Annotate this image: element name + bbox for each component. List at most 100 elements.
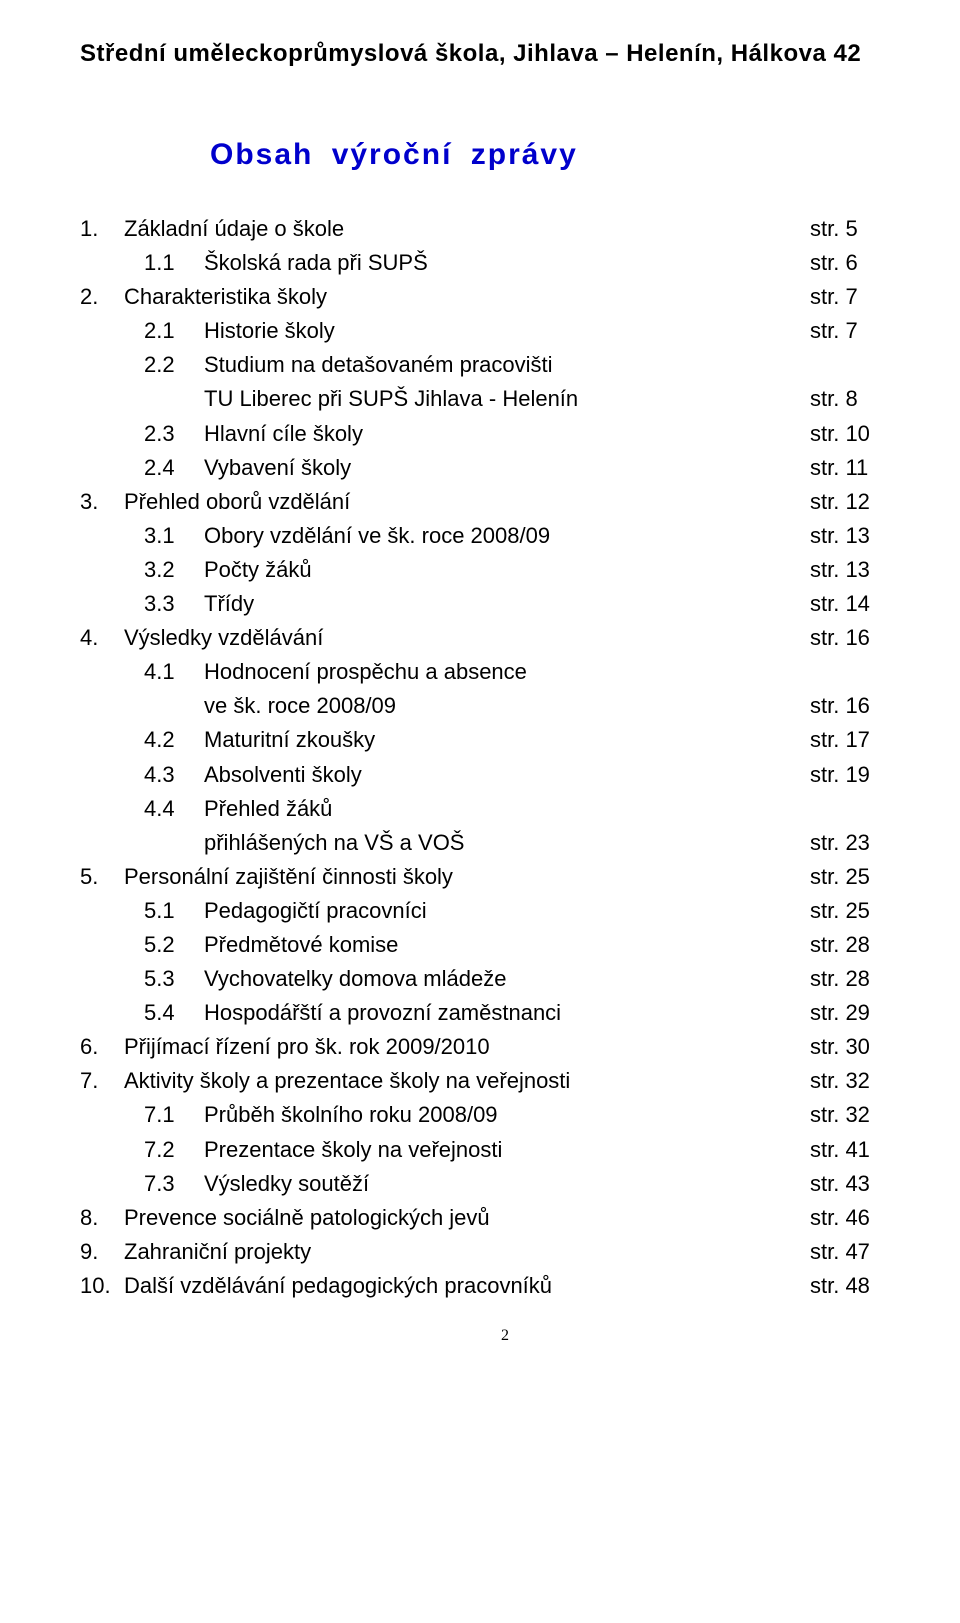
toc-page-ref: str. 28 bbox=[790, 928, 930, 962]
toc-text: Personální zajištění činnosti školy bbox=[124, 860, 453, 894]
toc-page-ref: str. 29 bbox=[790, 996, 930, 1030]
toc-page-ref: str. 10 bbox=[790, 417, 930, 451]
toc-page-ref: str. 47 bbox=[790, 1235, 930, 1269]
toc-row: 8.Prevence sociálně patologických jevůst… bbox=[80, 1201, 930, 1235]
toc-text: Vychovatelky domova mládeže bbox=[204, 962, 506, 996]
toc-number: 3.1 bbox=[144, 519, 204, 553]
toc-row: 4.4Přehled žáků bbox=[144, 792, 930, 826]
toc-row: 5.Personální zajištění činnosti školystr… bbox=[80, 860, 930, 894]
toc-page-ref: str. 30 bbox=[790, 1030, 930, 1064]
toc-number: 10. bbox=[80, 1269, 124, 1303]
toc-text: Průběh školního roku 2008/09 bbox=[204, 1098, 498, 1132]
toc-row: 3.3Třídy str. 14 bbox=[144, 587, 930, 621]
toc-page-ref: str. 7 bbox=[790, 314, 930, 348]
toc-text: Hlavní cíle školy bbox=[204, 417, 363, 451]
toc-row: 4.2Maturitní zkoušky str. 17 bbox=[144, 723, 930, 757]
toc-number: 2.3 bbox=[144, 417, 204, 451]
toc-row: 5.1Pedagogičtí pracovníci str. 25 bbox=[144, 894, 930, 928]
toc-row: TU Liberec při SUPŠ Jihlava - Helenín str… bbox=[144, 382, 930, 416]
toc-page-ref: str. 8 bbox=[790, 382, 930, 416]
toc-number: 9. bbox=[80, 1235, 124, 1269]
toc-page-ref: str. 28 bbox=[790, 962, 930, 996]
toc-row: 4.Výsledky vzdělávánístr. 16 bbox=[80, 621, 930, 655]
toc-page-ref: str. 13 bbox=[790, 553, 930, 587]
toc-page-ref: str. 32 bbox=[790, 1098, 930, 1132]
toc-page-ref: str. 23 bbox=[790, 826, 930, 860]
table-of-contents: 1.Základní údaje o školestr. 51.1Školská… bbox=[80, 212, 930, 1303]
toc-row: 3.1Obory vzdělání ve šk. roce 2008/09str… bbox=[144, 519, 930, 553]
toc-row: 6.Přijímací řízení pro šk. rok 2009/2010… bbox=[80, 1030, 930, 1064]
toc-text: Hodnocení prospěchu a absence bbox=[204, 655, 527, 689]
toc-text: Hospodářští a provozní zaměstnanci bbox=[204, 996, 561, 1030]
toc-row: 7.2Prezentace školy na veřejnosti str. 41 bbox=[144, 1133, 930, 1167]
toc-row: 2.4Vybavení školy str. 11 bbox=[144, 451, 930, 485]
footer-page-number: 2 bbox=[80, 1327, 930, 1345]
toc-row: 7.3Výsledky soutěžístr. 43 bbox=[144, 1167, 930, 1201]
toc-text: Pedagogičtí pracovníci bbox=[204, 894, 427, 928]
toc-page-ref: str. 16 bbox=[790, 689, 930, 723]
toc-row: 7.1Průběh školního roku 2008/09 str. 32 bbox=[144, 1098, 930, 1132]
toc-number: 2.4 bbox=[144, 451, 204, 485]
toc-row: 2.Charakteristika školystr. 7 bbox=[80, 280, 930, 314]
toc-text: Charakteristika školy bbox=[124, 280, 327, 314]
toc-text: Přehled žáků bbox=[204, 792, 332, 826]
toc-page-ref: str. 13 bbox=[790, 519, 930, 553]
toc-page-ref: str. 12 bbox=[790, 485, 930, 519]
toc-text: Prevence sociálně patologických jevů bbox=[124, 1201, 490, 1235]
toc-number: 2.1 bbox=[144, 314, 204, 348]
toc-row: přihlášených na VŠ a VOŠ str. 23 bbox=[144, 826, 930, 860]
toc-text: Maturitní zkoušky bbox=[204, 723, 375, 757]
toc-row: 3.2Počty žákůstr. 13 bbox=[144, 553, 930, 587]
page-header: Střední uměleckoprůmyslová škola, Jihlav… bbox=[80, 40, 930, 68]
toc-row: 1.1Školská rada při SUPŠ str. 6 bbox=[144, 246, 930, 280]
toc-text: Předmětové komise bbox=[204, 928, 398, 962]
toc-page-ref: str. 41 bbox=[790, 1133, 930, 1167]
toc-row: 5.3Vychovatelky domova mládežestr. 28 bbox=[144, 962, 930, 996]
toc-text: ve šk. roce 2008/09 bbox=[204, 689, 396, 723]
toc-number: 4.3 bbox=[144, 758, 204, 792]
toc-number: 4.2 bbox=[144, 723, 204, 757]
toc-number: 7.2 bbox=[144, 1133, 204, 1167]
toc-page-ref: str. 11 bbox=[790, 451, 930, 485]
page-container: Střední uměleckoprůmyslová škola, Jihlav… bbox=[0, 0, 960, 1623]
toc-row: 4.1Hodnocení prospěchu a absence bbox=[144, 655, 930, 689]
toc-page-ref: str. 6 bbox=[790, 246, 930, 280]
toc-page-ref: str. 25 bbox=[790, 894, 930, 928]
toc-text: TU Liberec při SUPŠ Jihlava - Helenín bbox=[204, 382, 578, 416]
toc-row: 10.Další vzdělávání pedagogických pracov… bbox=[80, 1269, 930, 1303]
toc-number: 5.2 bbox=[144, 928, 204, 962]
toc-number: 5.4 bbox=[144, 996, 204, 1030]
toc-text: Další vzdělávání pedagogických pracovník… bbox=[124, 1269, 552, 1303]
toc-page-ref: str. 14 bbox=[790, 587, 930, 621]
toc-text: Počty žáků bbox=[204, 553, 312, 587]
toc-page-ref: str. 17 bbox=[790, 723, 930, 757]
toc-row: ve šk. roce 2008/09 str. 16 bbox=[144, 689, 930, 723]
toc-page-ref: str. 19 bbox=[790, 758, 930, 792]
toc-number: 1. bbox=[80, 212, 124, 246]
toc-text: Zahraniční projekty bbox=[124, 1235, 311, 1269]
toc-text: přihlášených na VŠ a VOŠ bbox=[204, 826, 464, 860]
toc-text: Školská rada při SUPŠ bbox=[204, 246, 428, 280]
toc-row: 9.Zahraniční projekty str. 47 bbox=[80, 1235, 930, 1269]
toc-text: Vybavení školy bbox=[204, 451, 351, 485]
toc-number: 3.3 bbox=[144, 587, 204, 621]
toc-text: Aktivity školy a prezentace školy na veř… bbox=[124, 1064, 570, 1098]
toc-row: 5.2Předmětové komise str. 28 bbox=[144, 928, 930, 962]
toc-page-ref: str. 5 bbox=[790, 212, 930, 246]
toc-text: Třídy bbox=[204, 587, 254, 621]
toc-number: 7. bbox=[80, 1064, 124, 1098]
toc-text: Absolventi školy bbox=[204, 758, 362, 792]
toc-number: 5. bbox=[80, 860, 124, 894]
toc-text: Výsledky vzdělávání bbox=[124, 621, 323, 655]
toc-number: 7.1 bbox=[144, 1098, 204, 1132]
toc-text: Studium na detašovaném pracovišti bbox=[204, 348, 553, 382]
toc-page-ref: str. 43 bbox=[790, 1167, 930, 1201]
toc-number: 3. bbox=[80, 485, 124, 519]
toc-text: Prezentace školy na veřejnosti bbox=[204, 1133, 502, 1167]
toc-text: Přehled oborů vzdělání bbox=[124, 485, 350, 519]
toc-text: Přijímací řízení pro šk. rok 2009/2010 bbox=[124, 1030, 490, 1064]
toc-page-ref: str. 46 bbox=[790, 1201, 930, 1235]
toc-number: 5.1 bbox=[144, 894, 204, 928]
toc-number: 1.1 bbox=[144, 246, 204, 280]
toc-page-ref: str. 16 bbox=[790, 621, 930, 655]
